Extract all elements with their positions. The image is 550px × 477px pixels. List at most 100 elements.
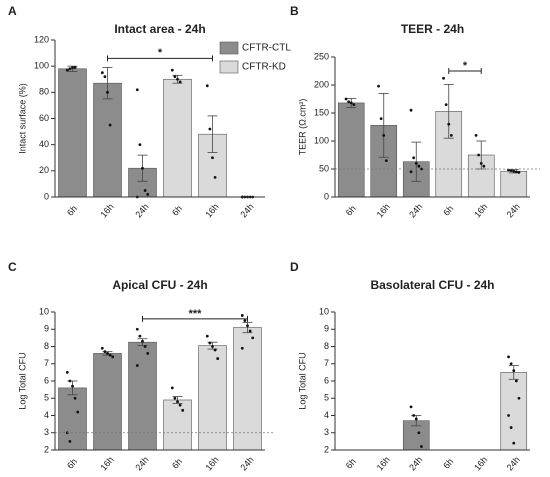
data-point	[409, 170, 413, 174]
data-point	[135, 327, 139, 331]
y-tick-label: 100	[34, 61, 49, 71]
data-point	[211, 156, 214, 160]
y-tick-label: 4	[44, 410, 49, 420]
data-point	[474, 134, 478, 137]
y-tick-label: 4	[324, 410, 329, 420]
legend-swatch	[219, 41, 239, 55]
data-point	[246, 324, 249, 328]
data-point	[103, 350, 107, 354]
data-point	[176, 400, 179, 404]
y-tick-label: 3	[44, 427, 49, 437]
x-tick-label: 6h	[344, 457, 358, 471]
x-tick-label: 6h	[441, 457, 455, 471]
legend-swatch	[219, 60, 239, 74]
data-point	[73, 66, 77, 69]
data-point	[143, 345, 147, 348]
y-tick-label: 0	[324, 191, 329, 201]
data-point	[208, 341, 212, 345]
legend-label: CFTR-KD	[242, 62, 286, 73]
data-point	[141, 339, 144, 343]
x-tick-label: 24h	[407, 202, 424, 220]
data-point	[173, 75, 177, 79]
data-point	[108, 353, 112, 357]
data-point	[208, 127, 212, 131]
y-axis-label: Intact surface (%)	[17, 83, 27, 154]
data-point	[100, 346, 104, 350]
data-point	[420, 445, 423, 448]
bar	[198, 345, 227, 451]
bar	[93, 353, 122, 451]
y-tick-label: 2	[44, 444, 49, 454]
chart-title: Apical CFU - 24h	[112, 278, 207, 292]
panel-letter: B	[290, 4, 299, 18]
x-tick-label: 6h	[170, 204, 184, 218]
data-point	[509, 426, 513, 429]
bar	[337, 102, 365, 198]
y-tick-label: 150	[314, 107, 329, 117]
data-point	[509, 169, 513, 173]
data-point	[507, 355, 510, 359]
data-point	[135, 88, 139, 92]
chart-title: Basolateral CFU - 24h	[370, 278, 494, 292]
data-point	[482, 164, 486, 168]
data-point	[414, 162, 418, 165]
y-tick-label: 6	[324, 375, 329, 385]
panel-letter: C	[8, 260, 17, 274]
data-point	[170, 386, 174, 390]
x-tick-label: 24h	[407, 455, 424, 473]
data-point	[146, 192, 150, 196]
bar	[93, 82, 122, 198]
x-tick-label: 24h	[238, 455, 255, 473]
y-tick-label: 20	[39, 165, 49, 175]
data-point	[477, 153, 481, 157]
data-point	[512, 169, 516, 173]
data-point	[507, 168, 510, 172]
data-point	[68, 67, 72, 71]
data-point	[243, 319, 247, 323]
data-point	[514, 379, 518, 383]
x-tick-label: 16h	[472, 202, 489, 220]
data-point	[178, 403, 182, 407]
significance-label: *	[463, 60, 468, 72]
chart-title: Intact area - 24h	[114, 22, 205, 36]
data-point	[512, 441, 516, 445]
data-point	[409, 108, 413, 112]
data-point	[251, 336, 255, 340]
y-tick-label: 2	[324, 444, 329, 454]
data-point	[349, 101, 353, 105]
panel-letter: D	[290, 260, 299, 274]
data-point	[100, 71, 104, 75]
legend-label: CFTR-CTL	[242, 43, 291, 54]
data-point	[479, 162, 483, 165]
data-point	[444, 103, 448, 106]
data-point	[71, 384, 74, 388]
x-tick-label: 6h	[65, 457, 79, 471]
y-tick-label: 0	[44, 191, 49, 201]
x-tick-label: 16h	[203, 202, 220, 220]
y-tick-label: 40	[39, 139, 49, 149]
data-point	[442, 76, 445, 80]
data-point	[384, 159, 388, 163]
bar	[58, 68, 87, 198]
data-point	[517, 170, 521, 174]
x-tick-label: 16h	[98, 455, 115, 473]
data-point	[181, 408, 185, 412]
data-point	[377, 84, 380, 88]
data-point	[412, 156, 416, 160]
y-axis-label: Log Total CFU	[297, 352, 307, 409]
y-tick-label: 6	[44, 375, 49, 385]
data-point	[135, 364, 139, 367]
data-point	[507, 414, 510, 417]
bar	[58, 387, 87, 451]
bar	[163, 78, 192, 198]
data-point	[449, 134, 453, 137]
x-tick-label: 24h	[133, 202, 150, 220]
data-point	[509, 362, 513, 366]
y-tick-label: 50	[319, 163, 329, 173]
y-tick-label: 7	[324, 358, 329, 368]
bar	[500, 372, 528, 451]
data-point	[106, 90, 109, 94]
significance-label: *	[158, 47, 163, 59]
data-point	[170, 68, 174, 72]
